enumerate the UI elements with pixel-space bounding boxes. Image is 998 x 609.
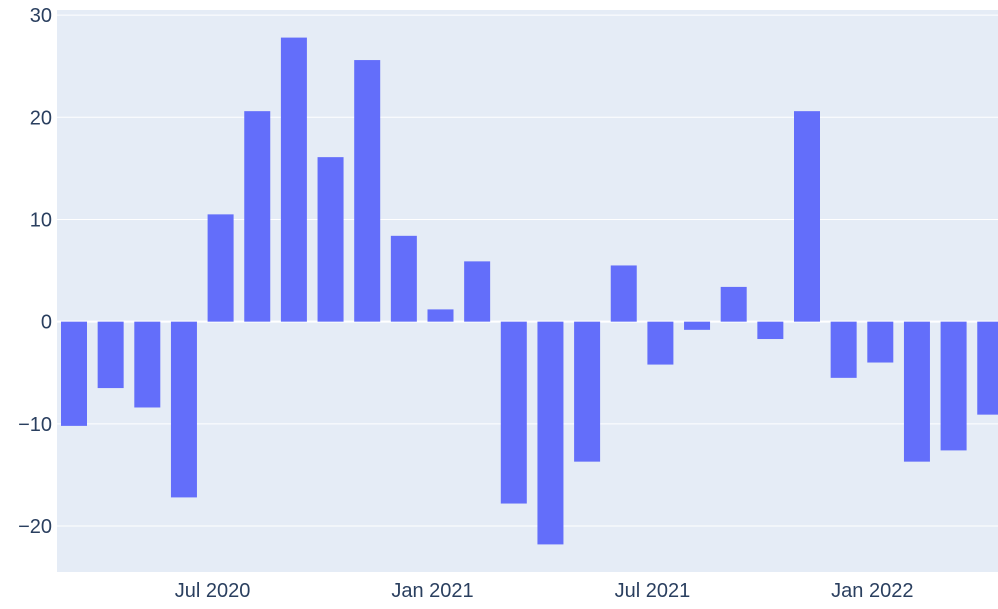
y-tick-label: 20 (30, 107, 52, 129)
bar (647, 321, 674, 365)
bar (757, 321, 784, 340)
bar (940, 321, 967, 451)
bar (830, 321, 857, 378)
bar (390, 235, 417, 322)
bar (500, 321, 527, 504)
bar (317, 157, 344, 322)
y-tick-label: −10 (18, 414, 52, 436)
bar (464, 261, 491, 322)
y-tick-label: −20 (18, 516, 52, 538)
plot-background (57, 10, 998, 572)
bar (97, 321, 124, 389)
bar (610, 265, 637, 322)
y-axis-ticks: −20 −10 0 10 20 30 (18, 5, 52, 538)
bar (280, 37, 307, 322)
x-tick-label: Jul 2020 (175, 580, 251, 602)
x-tick-label: Jan 2021 (391, 580, 473, 602)
bar (867, 321, 894, 363)
x-tick-label: Jan 2022 (831, 580, 913, 602)
bar (170, 321, 197, 498)
bar (903, 321, 930, 462)
bars (61, 37, 998, 545)
bar (244, 111, 271, 322)
x-axis-ticks: Jul 2020 Jan 2021 Jul 2021 Jan 2022 (175, 580, 914, 602)
bar (794, 111, 820, 322)
y-tick-label: 0 (41, 312, 52, 334)
bar (720, 286, 747, 322)
bar (684, 321, 711, 330)
bar (537, 321, 564, 545)
y-tick-label: 30 (30, 5, 52, 27)
bar (977, 321, 998, 415)
bar (354, 60, 381, 322)
bar (574, 321, 601, 462)
bar (134, 321, 161, 408)
bar (427, 309, 454, 322)
x-tick-label: Jul 2021 (615, 580, 691, 602)
bar (61, 321, 87, 426)
y-tick-label: 10 (30, 209, 52, 231)
bar (207, 214, 234, 322)
